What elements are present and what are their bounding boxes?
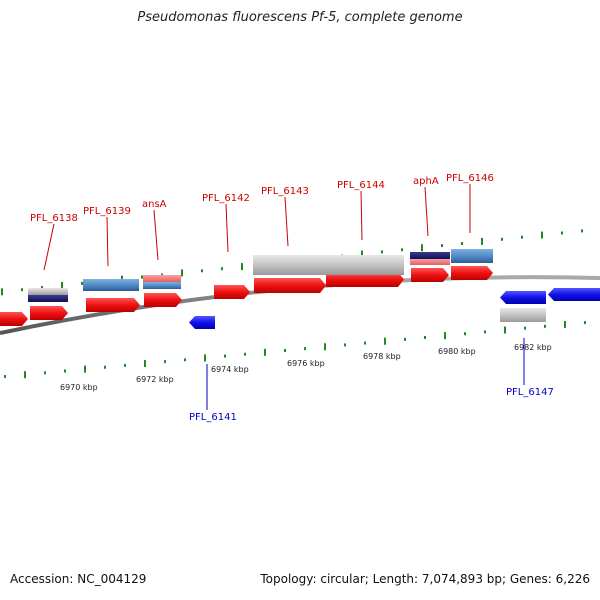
gene-label-reverse[interactable]: PFL_6147 (506, 387, 554, 398)
reverse-cds-arrow[interactable] (189, 316, 215, 329)
scale-label: 6976 kbp (287, 359, 325, 368)
gene-feature-bar (83, 279, 139, 291)
gene-label-forward[interactable]: ansA (142, 199, 167, 210)
gene-label-reverse[interactable]: PFL_6141 (189, 412, 237, 423)
forward-cds-arrow[interactable] (254, 278, 326, 293)
forward-cds-arrow[interactable] (214, 285, 250, 299)
gene-label-forward[interactable]: PFL_6143 (261, 186, 309, 197)
forward-cds-arrow[interactable] (0, 312, 28, 326)
forward-cds-arrow[interactable] (451, 266, 493, 280)
reverse-cds-arrow[interactable] (500, 291, 546, 304)
gene-labels: 6970 kbp 6972 kbp 6974 kbp 6976 kbp 6978 kbp… (30, 173, 554, 423)
gene-feature-bar (253, 255, 404, 275)
scale-label: 6978 kbp (363, 352, 401, 361)
accession-text: Accession: NC_004129 (10, 572, 147, 586)
gene-label-forward[interactable]: aphA (413, 176, 439, 187)
gene-feature-bar (451, 249, 493, 263)
label-leader-line (360, 190, 363, 241)
label-leader-line (284, 196, 289, 247)
scale-label: 6970 kbp (60, 383, 98, 392)
label-leader-line (153, 209, 159, 261)
gene-feature-bar (143, 282, 181, 289)
forward-cds-arrow[interactable] (326, 272, 404, 287)
gene-label-forward[interactable]: PFL_6139 (83, 206, 131, 217)
gene-label-forward[interactable]: PFL_6142 (202, 193, 250, 204)
gene-feature-bar (410, 252, 450, 259)
forward-cds-arrow[interactable] (86, 298, 140, 312)
gene-feature-bar (28, 295, 68, 302)
scale-label: 6974 kbp (211, 365, 249, 374)
scale-label: 6980 kbp (438, 347, 476, 356)
gene-feature-bar (500, 308, 546, 322)
label-leader-line (424, 186, 429, 237)
label-leader-line (43, 223, 55, 271)
scale-label: 6972 kbp (136, 375, 174, 384)
inner-scale-ticks (4, 320, 586, 379)
genome-title: Pseudomonas fluorescens Pf-5, complete g… (137, 10, 463, 25)
forward-cds-arrow[interactable] (30, 306, 68, 320)
label-leader-line (225, 203, 229, 253)
gene-features (0, 249, 600, 329)
gene-label-forward[interactable]: PFL_6138 (30, 213, 78, 224)
gene-feature-bar (143, 275, 181, 282)
forward-cds-arrow[interactable] (144, 293, 182, 307)
genome-summary-text: Topology: circular; Length: 7,074,893 bp… (260, 572, 590, 586)
gene-label-forward[interactable]: PFL_6144 (337, 180, 385, 191)
reverse-cds-arrow[interactable] (548, 288, 600, 301)
gene-label-forward[interactable]: PFL_6146 (446, 173, 494, 184)
scale-label: 6982 kbp (514, 343, 552, 352)
gene-feature-bar (410, 259, 450, 265)
gene-feature-bar (28, 288, 68, 295)
label-leader-line (106, 216, 109, 267)
forward-cds-arrow[interactable] (411, 268, 449, 282)
